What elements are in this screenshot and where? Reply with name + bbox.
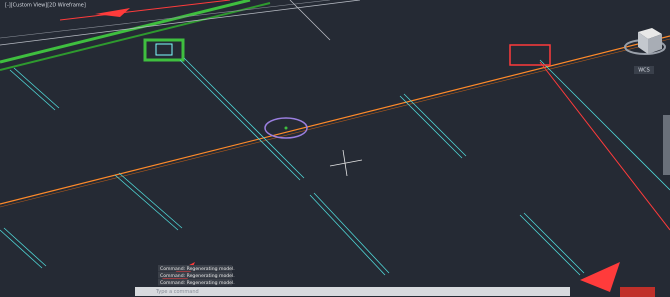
- history-line: Command: Regenerating model.: [160, 273, 235, 279]
- status-button[interactable]: [620, 287, 655, 297]
- history-line: Command: Regenerating model.: [160, 280, 235, 286]
- scrollbar[interactable]: [663, 115, 670, 175]
- command-prompt: Type a command: [155, 289, 199, 295]
- history-line: Command: Regenerating model.: [160, 266, 235, 272]
- wcs-label: WCS: [638, 68, 650, 74]
- command-input[interactable]: [135, 287, 570, 296]
- snap-point: [285, 127, 288, 130]
- viewport-label[interactable]: [-][Custom View][2D Wireframe]: [5, 3, 86, 9]
- cad-window: [-][Custom View][2D Wireframe] WCS Type …: [0, 0, 670, 297]
- command-icon[interactable]: ✕: [139, 289, 143, 295]
